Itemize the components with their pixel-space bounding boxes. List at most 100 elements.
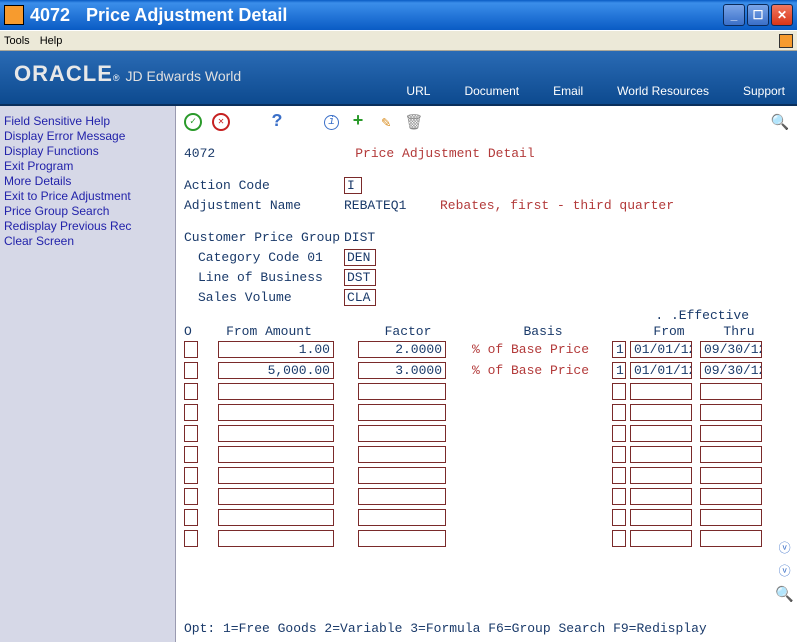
menu-tools[interactable]: Tools	[4, 35, 30, 47]
sales-volume-input[interactable]: CLA	[344, 289, 376, 306]
grid-from-amount-input[interactable]	[218, 530, 334, 547]
zoom-icon[interactable]: 🔍	[775, 585, 794, 604]
grid-c-input[interactable]	[612, 383, 626, 400]
grid-eff-thru-input[interactable]	[700, 446, 762, 463]
grid-from-amount-input[interactable]: 1.00	[218, 341, 334, 358]
grid-from-amount-input[interactable]	[218, 425, 334, 442]
link-url[interactable]: URL	[406, 84, 430, 98]
category-code-input[interactable]: DEN	[344, 249, 376, 266]
grid-from-amount-input[interactable]	[218, 509, 334, 526]
grid-o-input[interactable]	[184, 383, 198, 400]
grid-eff-from-input[interactable]	[630, 509, 692, 526]
grid-row	[184, 465, 789, 486]
ok-icon[interactable]: ✓	[184, 113, 202, 131]
grid-c-input[interactable]: 1	[612, 362, 626, 379]
help-icon[interactable]: ?	[268, 113, 286, 131]
app-icon	[4, 5, 24, 25]
grid-from-amount-input[interactable]	[218, 383, 334, 400]
add-icon[interactable]: +	[349, 113, 367, 131]
grid-c-input[interactable]	[612, 509, 626, 526]
grid-eff-from-input[interactable]	[630, 446, 692, 463]
grid-o-input[interactable]	[184, 509, 198, 526]
grid-factor-input[interactable]: 3.0000	[358, 362, 446, 379]
maximize-button[interactable]: ☐	[747, 4, 769, 26]
grid-from-amount-input[interactable]	[218, 404, 334, 421]
delete-icon[interactable]: 🗑	[405, 113, 423, 131]
sidebar-item-redisplay[interactable]: Redisplay Previous Rec	[4, 219, 171, 233]
sidebar-item-clear-screen[interactable]: Clear Screen	[4, 234, 171, 248]
line-business-input[interactable]: DST	[344, 269, 376, 286]
search-icon[interactable]: 🔍	[771, 113, 789, 131]
grid-factor-input[interactable]	[358, 446, 446, 463]
grid-o-input[interactable]	[184, 341, 198, 358]
scroll-up-icon[interactable]: ⓥ	[779, 539, 791, 556]
grid-c-input[interactable]	[612, 404, 626, 421]
minimize-button[interactable]: _	[723, 4, 745, 26]
grid-factor-input[interactable]	[358, 425, 446, 442]
info-icon[interactable]: i	[324, 115, 339, 130]
grid-eff-thru-input[interactable]: 09/30/12	[700, 341, 762, 358]
grid-c-input[interactable]	[612, 488, 626, 505]
grid-o-input[interactable]	[184, 362, 198, 379]
sidebar-item-exit-price-adj[interactable]: Exit to Price Adjustment	[4, 189, 171, 203]
grid-eff-thru-input[interactable]	[700, 488, 762, 505]
grid-row	[184, 423, 789, 444]
action-code-input[interactable]: I	[344, 177, 362, 194]
sidebar-item-exit-program[interactable]: Exit Program	[4, 159, 171, 173]
sidebar-item-field-help[interactable]: Field Sensitive Help	[4, 114, 171, 128]
grid-from-amount-input[interactable]: 5,000.00	[218, 362, 334, 379]
grid-from-amount-input[interactable]	[218, 446, 334, 463]
grid-o-input[interactable]	[184, 404, 198, 421]
cancel-icon[interactable]: ✕	[212, 113, 230, 131]
grid-factor-input[interactable]	[358, 383, 446, 400]
grid-factor-input[interactable]	[358, 404, 446, 421]
screen-number: 4072	[184, 146, 215, 161]
grid-eff-thru-input[interactable]	[700, 530, 762, 547]
grid-c-input[interactable]	[612, 467, 626, 484]
scroll-down-icon[interactable]: ⓥ	[779, 562, 791, 579]
grid-eff-thru-input[interactable]	[700, 509, 762, 526]
grid-eff-thru-input[interactable]	[700, 383, 762, 400]
sidebar-item-display-functions[interactable]: Display Functions	[4, 144, 171, 158]
grid-eff-from-input[interactable]	[630, 425, 692, 442]
grid-from-amount-input[interactable]	[218, 488, 334, 505]
edit-icon[interactable]: ✎	[377, 113, 395, 131]
grid-o-input[interactable]	[184, 530, 198, 547]
grid-eff-thru-input[interactable]	[700, 404, 762, 421]
grid-eff-from-input[interactable]	[630, 467, 692, 484]
grid-factor-input[interactable]: 2.0000	[358, 341, 446, 358]
grid-o-input[interactable]	[184, 488, 198, 505]
sidebar-item-error-message[interactable]: Display Error Message	[4, 129, 171, 143]
grid-eff-thru-input[interactable]: 09/30/12	[700, 362, 762, 379]
grid-eff-from-input[interactable]: 01/01/12	[630, 362, 692, 379]
grid-o-input[interactable]	[184, 467, 198, 484]
grid-c-input[interactable]	[612, 425, 626, 442]
grid-factor-input[interactable]	[358, 530, 446, 547]
link-world-resources[interactable]: World Resources	[617, 84, 709, 98]
grid-eff-thru-input[interactable]	[700, 467, 762, 484]
grid-eff-thru-input[interactable]	[700, 425, 762, 442]
grid-o-input[interactable]	[184, 446, 198, 463]
menu-help[interactable]: Help	[40, 35, 63, 47]
grid-eff-from-input[interactable]	[630, 530, 692, 547]
grid-eff-from-input[interactable]	[630, 383, 692, 400]
grid-o-input[interactable]	[184, 425, 198, 442]
close-button[interactable]: ✕	[771, 4, 793, 26]
grid-factor-input[interactable]	[358, 467, 446, 484]
grid-c-input[interactable]: 1	[612, 341, 626, 358]
grid-c-input[interactable]	[612, 530, 626, 547]
link-support[interactable]: Support	[743, 84, 785, 98]
sidebar-item-more-details[interactable]: More Details	[4, 174, 171, 188]
grid-factor-input[interactable]	[358, 488, 446, 505]
grid-from-amount-input[interactable]	[218, 467, 334, 484]
sidebar-item-price-group-search[interactable]: Price Group Search	[4, 204, 171, 218]
grid-eff-from-input[interactable]: 01/01/12	[630, 341, 692, 358]
grid-eff-from-input[interactable]	[630, 404, 692, 421]
grid-eff-from-input[interactable]	[630, 488, 692, 505]
grid-c-input[interactable]	[612, 446, 626, 463]
grid-factor-input[interactable]	[358, 509, 446, 526]
menu-right-icon[interactable]	[779, 34, 793, 48]
link-email[interactable]: Email	[553, 84, 583, 98]
cust-price-group-label: Customer Price Group	[184, 230, 344, 245]
link-document[interactable]: Document	[464, 84, 519, 98]
